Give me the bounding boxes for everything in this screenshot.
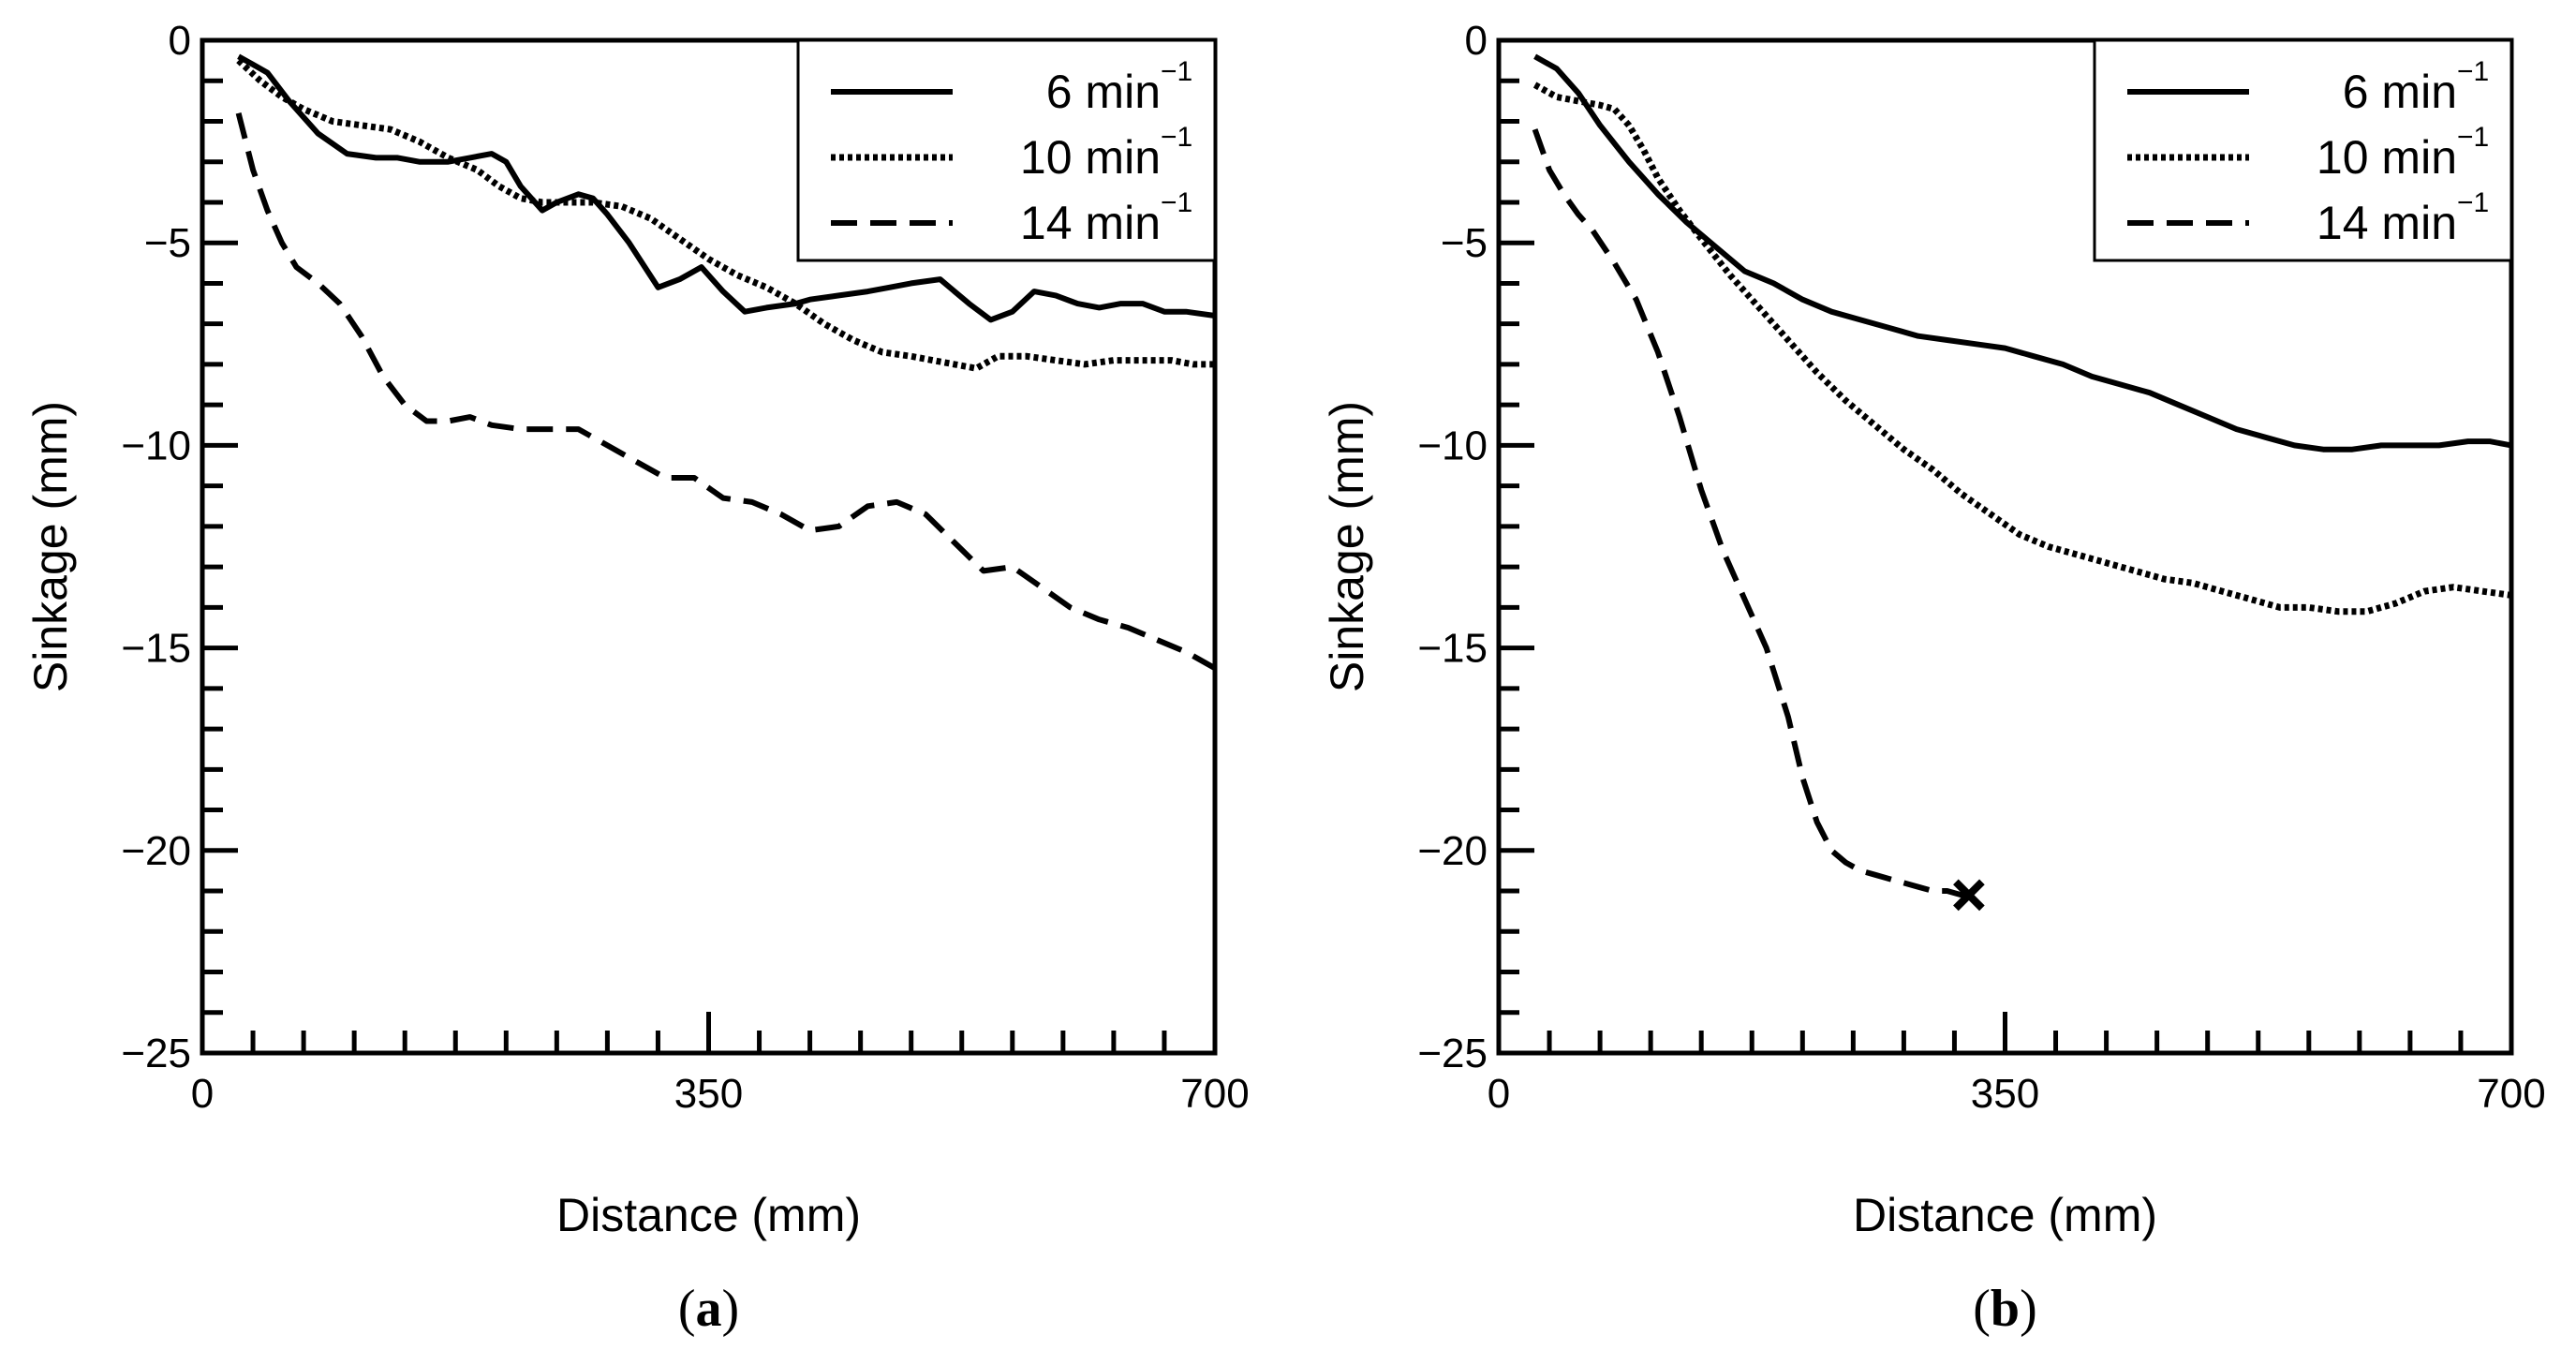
legend-label-superscript: −1 — [2457, 122, 2489, 153]
x-axis-title: Distance (mm) — [556, 1189, 861, 1241]
series-line-dotted — [1532, 82, 2512, 616]
y-tick-label: −25 — [121, 1031, 191, 1076]
y-tick-label: −5 — [1441, 220, 1488, 266]
y-tick-label: −15 — [121, 626, 191, 672]
legend-label: 10 min — [2317, 131, 2457, 184]
x-tick-label: 350 — [1971, 1071, 2039, 1117]
x-axis-title: Distance (mm) — [1853, 1189, 2157, 1241]
series-line-dashed — [1532, 128, 1969, 898]
legend-box — [2093, 38, 2513, 262]
legend-label: 14 min — [2317, 197, 2457, 249]
legend-box — [796, 38, 1217, 262]
x-tick-label: 350 — [674, 1071, 743, 1117]
y-tick-label: −20 — [1417, 828, 1488, 874]
x-tick-label: 700 — [1180, 1071, 1249, 1117]
x-tick-label: 0 — [191, 1071, 214, 1117]
legend-label: 10 min — [1020, 131, 1161, 184]
legend-label-superscript: −1 — [2457, 187, 2489, 218]
legend: 6 min −110 min −114 min −1 — [2093, 38, 2513, 262]
chart-panel-a: 0 350 700 0 −5 −10 −15 −20 −25 Distance (mm) Sinka… — [24, 18, 1250, 1338]
y-tick-label: −5 — [144, 220, 191, 266]
legend-label-superscript: −1 — [1161, 56, 1192, 87]
legend-label: 14 min — [1020, 197, 1161, 249]
y-axis-title: Sinkage (mm) — [24, 401, 77, 692]
legend-label-superscript: −1 — [1161, 122, 1192, 153]
panel-label: (a) — [678, 1280, 739, 1338]
y-tick-label: −15 — [1417, 626, 1488, 672]
chart-panel-b: 0 350 700 0 −5 −10 −15 −20 −25 Distance (mm) Sinka… — [1321, 18, 2546, 1338]
x-tick-label: 0 — [1488, 1071, 1510, 1117]
y-tick-label: −25 — [1417, 1031, 1488, 1076]
y-axis-title: Sinkage (mm) — [1321, 401, 1373, 692]
y-tick-label: −10 — [1417, 423, 1488, 468]
legend-label: 6 min — [1046, 66, 1161, 118]
series-line-dashed — [235, 112, 1217, 671]
y-tick-label: 0 — [1465, 18, 1488, 64]
end-marker-x — [1953, 879, 1985, 912]
y-tick-label: −10 — [121, 423, 191, 468]
legend-label: 6 min — [2343, 66, 2457, 118]
y-tick-label: 0 — [169, 18, 191, 64]
legend: 6 min −110 min −114 min −1 — [796, 38, 1217, 262]
series-line-solid — [237, 53, 1216, 323]
series-line-dotted — [236, 58, 1215, 372]
legend-label-superscript: −1 — [2457, 56, 2489, 87]
y-tick-label: −20 — [121, 828, 191, 874]
legend-label-superscript: −1 — [1161, 187, 1192, 218]
x-tick-label: 700 — [2477, 1071, 2545, 1117]
panel-label: (b) — [1973, 1280, 2036, 1338]
